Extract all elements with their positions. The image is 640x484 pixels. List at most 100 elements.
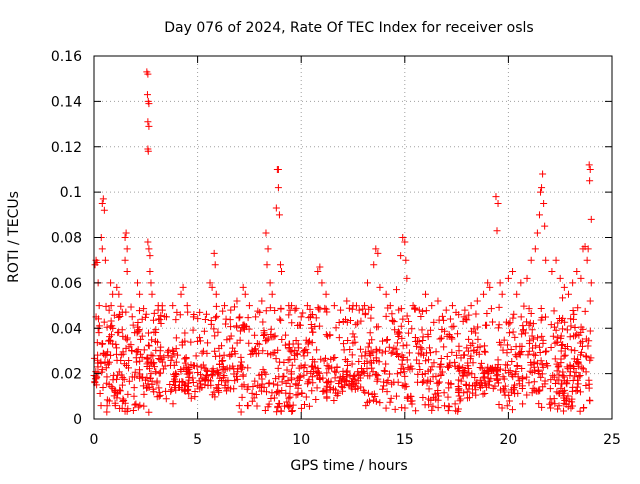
data-point	[432, 372, 440, 380]
y-tick-label: 0.12	[51, 140, 82, 156]
data-point	[278, 378, 286, 386]
data-point	[121, 234, 129, 241]
data-point	[563, 363, 571, 371]
data-point	[149, 360, 157, 368]
data-point	[245, 339, 253, 347]
data-point	[306, 305, 314, 313]
data-point	[288, 407, 296, 415]
y-axis-label: ROTI / TECUs	[6, 191, 22, 283]
y-tick-label: 0.04	[51, 321, 82, 337]
data-point	[172, 378, 180, 386]
data-point	[388, 316, 396, 324]
data-point	[239, 283, 247, 291]
data-point	[313, 384, 321, 392]
data-point	[330, 302, 338, 310]
data-point	[335, 379, 343, 387]
data-point	[293, 351, 301, 359]
data-point	[368, 364, 376, 372]
data-point	[258, 387, 266, 395]
data-point	[459, 371, 467, 379]
data-point	[244, 383, 252, 391]
data-point	[403, 341, 411, 349]
data-point	[552, 326, 560, 334]
data-point	[383, 335, 391, 343]
data-point	[477, 359, 485, 367]
data-point	[331, 367, 339, 375]
data-point	[236, 327, 244, 335]
data-point	[453, 351, 461, 359]
data-point	[301, 400, 309, 408]
data-point	[382, 404, 390, 412]
data-point	[573, 358, 581, 366]
data-point	[125, 377, 133, 385]
data-point	[430, 359, 438, 367]
data-point	[481, 342, 489, 350]
data-point	[201, 381, 209, 389]
data-point	[401, 383, 409, 391]
data-point	[150, 388, 158, 396]
data-point	[557, 355, 565, 363]
data-point	[142, 310, 150, 318]
data-point	[117, 302, 125, 310]
data-point	[102, 302, 110, 310]
data-point	[146, 268, 154, 276]
data-point	[411, 334, 419, 342]
data-point	[574, 376, 582, 384]
data-point	[303, 302, 311, 310]
data-point	[540, 199, 548, 207]
data-point	[305, 314, 313, 322]
data-point	[133, 358, 141, 366]
data-point	[466, 355, 474, 363]
data-point	[230, 370, 238, 378]
data-point	[523, 391, 531, 399]
data-point	[372, 245, 380, 253]
data-point	[125, 356, 133, 364]
data-point	[308, 362, 316, 370]
data-point	[196, 334, 204, 342]
data-point	[165, 346, 173, 354]
data-point	[289, 401, 297, 409]
data-point	[479, 390, 487, 398]
data-point	[104, 348, 112, 356]
data-point	[181, 381, 189, 389]
data-point	[270, 380, 278, 388]
x-tick-label: 25	[603, 432, 621, 448]
data-point	[413, 342, 421, 350]
data-point	[274, 184, 282, 192]
data-point	[155, 392, 163, 400]
y-tick-label: 0.1	[60, 185, 82, 201]
data-point	[402, 382, 410, 390]
data-point	[288, 319, 296, 327]
data-point	[314, 364, 322, 372]
data-point	[307, 369, 315, 377]
data-point	[129, 321, 137, 329]
data-point	[233, 297, 241, 305]
data-point	[358, 368, 366, 376]
data-point	[348, 351, 356, 359]
data-point	[394, 330, 402, 338]
data-point	[289, 340, 297, 348]
data-point	[109, 376, 117, 384]
data-point	[391, 326, 399, 334]
data-point	[475, 350, 483, 358]
data-point	[212, 384, 220, 392]
data-point	[434, 297, 442, 305]
data-point	[582, 353, 590, 361]
data-point	[196, 308, 204, 316]
data-point	[393, 286, 401, 294]
data-point	[566, 333, 574, 341]
data-point	[554, 319, 562, 327]
data-point	[451, 400, 459, 408]
data-point	[125, 343, 133, 351]
data-point	[127, 303, 135, 311]
data-point	[446, 315, 454, 323]
data-point	[529, 335, 537, 343]
data-point	[547, 344, 555, 352]
data-point	[232, 322, 240, 330]
data-point	[367, 314, 375, 322]
data-point	[463, 344, 471, 352]
data-point	[460, 367, 468, 375]
data-point	[234, 365, 242, 373]
data-point	[201, 315, 209, 323]
data-point	[212, 352, 220, 360]
